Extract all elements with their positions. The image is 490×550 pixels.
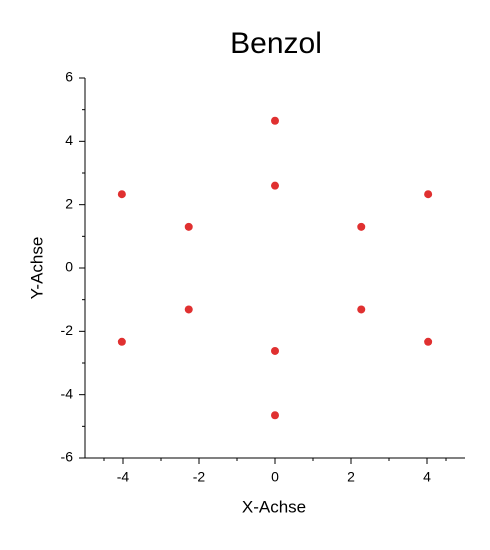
y-tick-label: 0 xyxy=(65,259,73,275)
y-tick-label: -4 xyxy=(61,385,74,401)
x-tick-label: 4 xyxy=(423,469,431,485)
chart-title: Benzol xyxy=(230,27,322,60)
x-tick-label: -4 xyxy=(117,469,130,485)
x-axis-title: X-Achse xyxy=(242,497,306,516)
point xyxy=(117,337,126,346)
point xyxy=(271,346,279,355)
x-tick-label: 2 xyxy=(347,469,355,485)
y-tick-label: 2 xyxy=(65,195,73,211)
point xyxy=(184,305,193,314)
point xyxy=(424,337,433,346)
point xyxy=(184,222,193,231)
point xyxy=(357,222,366,231)
point xyxy=(271,116,279,125)
y-tick-label: 4 xyxy=(65,132,73,148)
y-tick-label: -2 xyxy=(61,322,74,338)
x-tick-label: 0 xyxy=(271,469,279,485)
y-tick-label: -6 xyxy=(61,449,74,465)
point xyxy=(357,305,366,314)
point xyxy=(271,411,279,420)
x-tick-label: -2 xyxy=(193,469,206,485)
y-tick-label: 6 xyxy=(65,69,73,85)
point xyxy=(117,190,126,199)
point xyxy=(271,181,279,190)
y-axis-title: Y-Achse xyxy=(27,237,46,300)
point xyxy=(424,190,433,199)
